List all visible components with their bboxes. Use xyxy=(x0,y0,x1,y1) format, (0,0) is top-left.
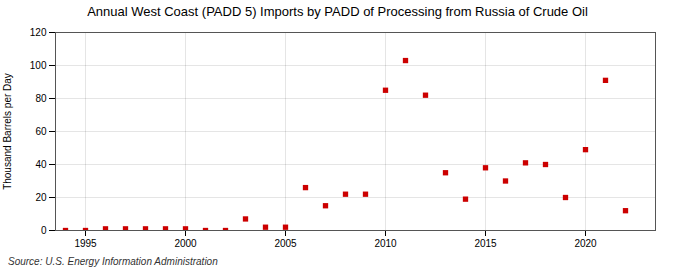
svg-text:80: 80 xyxy=(35,93,47,104)
svg-text:100: 100 xyxy=(30,60,47,71)
svg-text:60: 60 xyxy=(35,126,47,137)
svg-text:2015: 2015 xyxy=(474,238,497,249)
svg-text:0: 0 xyxy=(41,225,47,236)
html-text:Source: U.S. Energy Informatio: Source: U.S. Energy Information Administ… xyxy=(8,256,218,267)
svg-text:120: 120 xyxy=(30,27,47,38)
svg-text:2005: 2005 xyxy=(274,238,297,249)
svg-text:2000: 2000 xyxy=(174,238,197,249)
svg-text:2020: 2020 xyxy=(574,238,597,249)
html-text:Annual West Coast (PADD 5) Imp: Annual West Coast (PADD 5) Imports by PA… xyxy=(87,4,588,19)
svg-text:1995: 1995 xyxy=(74,238,97,249)
svg-text:40: 40 xyxy=(35,159,47,170)
svg-text:20: 20 xyxy=(35,192,47,203)
svg-text:Thousand Barrels per Day: Thousand Barrels per Day xyxy=(2,73,13,190)
svg-text:2010: 2010 xyxy=(374,238,397,249)
